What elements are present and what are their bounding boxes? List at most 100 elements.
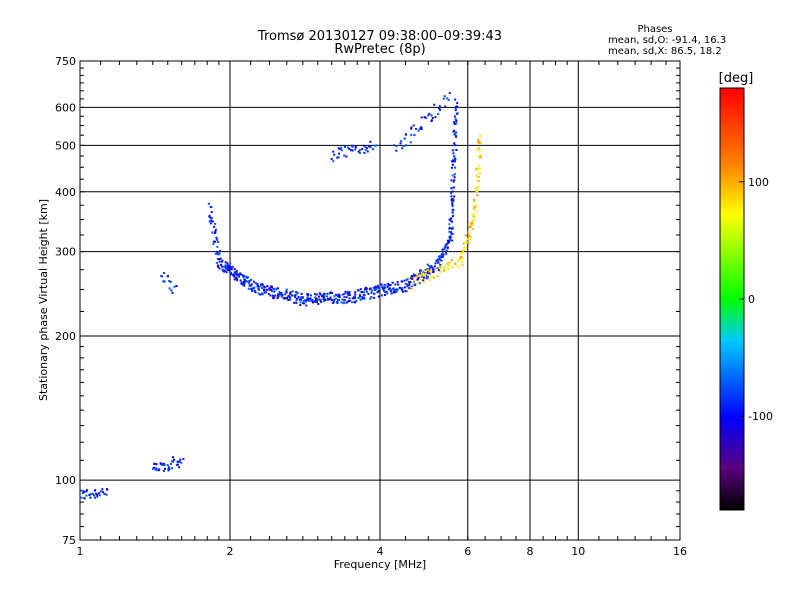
echo-point-o	[418, 282, 421, 285]
echo-point-x	[473, 206, 476, 209]
echo-point-o	[341, 298, 344, 301]
echo-point-o	[439, 255, 442, 258]
echo-point-o	[450, 195, 453, 198]
echo-point-x	[430, 275, 433, 278]
echo-point-o	[167, 466, 170, 469]
echo-point-o	[85, 489, 88, 492]
echo-point-x	[424, 272, 427, 275]
echo-point-o	[261, 283, 264, 286]
echo-point-o	[315, 297, 318, 300]
echo-point-o	[357, 150, 360, 153]
echo-point-o	[453, 179, 456, 182]
echo-point-x	[424, 270, 427, 273]
echo-point-x	[420, 274, 423, 277]
echo-point-o	[290, 294, 293, 297]
echo-point-o	[407, 284, 410, 287]
echo-point-o	[160, 274, 163, 277]
echo-point-o	[351, 297, 354, 300]
echo-point-o	[163, 464, 166, 467]
echo-point-o	[371, 289, 374, 292]
echo-point-o	[171, 467, 174, 470]
echo-point-x	[465, 239, 468, 242]
echo-point-o	[350, 301, 353, 304]
echo-point-o	[159, 463, 162, 466]
echo-point-o	[264, 291, 267, 294]
echo-point-x	[463, 249, 466, 252]
echo-point-o	[335, 293, 338, 296]
echo-point-o	[83, 497, 86, 500]
echo-point-o	[217, 240, 220, 243]
echo-point-o	[246, 277, 249, 280]
echo-point-o	[454, 166, 457, 169]
echo-point-o	[346, 291, 349, 294]
echo-point-o	[251, 287, 254, 290]
echo-point-o	[254, 291, 257, 294]
echo-point-o	[354, 293, 357, 296]
echo-point-x	[446, 266, 449, 269]
echo-point-x	[465, 241, 468, 244]
echo-point-o	[377, 295, 380, 298]
echo-point-o	[340, 149, 343, 152]
echo-point-o	[452, 199, 455, 202]
echo-point-o	[106, 488, 109, 491]
echo-point-o	[250, 278, 253, 281]
echo-point-o	[287, 294, 290, 297]
echo-point-x	[434, 268, 437, 271]
phase-stats-heading: Phases	[637, 24, 672, 35]
echo-point-o	[440, 253, 443, 256]
echo-point-o	[167, 469, 170, 472]
echo-point-o	[456, 102, 459, 105]
echo-point-o	[276, 297, 279, 300]
echo-point-o	[427, 272, 430, 275]
echo-point-o	[101, 488, 104, 491]
echo-point-o	[367, 292, 370, 295]
echo-point-o	[390, 289, 393, 292]
echo-point-x	[472, 204, 475, 207]
echo-point-o	[208, 214, 211, 217]
echo-point-x	[479, 134, 482, 137]
echo-point-o	[322, 298, 325, 301]
echo-point-o	[233, 273, 236, 276]
echo-point-o	[152, 467, 155, 470]
echo-point-o	[216, 258, 219, 261]
echo-point-o	[302, 302, 305, 305]
echo-point-x	[426, 268, 429, 271]
echo-point-o	[179, 458, 182, 461]
x-tick-label: 10	[571, 545, 585, 558]
echo-point-o	[366, 150, 369, 153]
y-tick-labels: 75 100 200 300 400 500 600 750	[55, 55, 76, 547]
echo-point-o	[271, 290, 274, 293]
echo-point-o	[262, 288, 265, 291]
echo-point-o	[253, 289, 256, 292]
echo-point-o	[265, 289, 268, 292]
echo-point-o	[299, 298, 302, 301]
echo-point-o	[249, 284, 252, 287]
echo-point-o	[318, 292, 321, 295]
echo-point-o	[337, 156, 340, 159]
echo-point-o	[233, 271, 236, 274]
echo-point-o	[358, 294, 361, 297]
echo-point-x	[432, 275, 435, 278]
y-tick-label: 300	[55, 246, 76, 259]
echo-point-o	[221, 268, 224, 271]
echo-point-o	[332, 301, 335, 304]
echo-point-o	[408, 287, 411, 290]
echo-point-o	[396, 281, 399, 284]
echo-point-o	[444, 251, 447, 254]
echo-point-o	[170, 289, 173, 292]
echo-point-o	[401, 147, 404, 150]
echo-point-o	[448, 226, 451, 229]
echo-point-o	[102, 491, 105, 494]
echo-point-o	[283, 297, 286, 300]
echo-point-o	[425, 274, 428, 277]
echo-point-o	[330, 158, 333, 161]
echo-point-o	[410, 133, 413, 136]
echo-point-o	[410, 274, 413, 277]
echo-point-o	[414, 283, 417, 286]
echo-point-o	[96, 493, 99, 496]
echo-point-o	[386, 285, 389, 288]
y-tick-label: 100	[55, 474, 76, 487]
echo-point-o	[420, 126, 423, 129]
echo-point-o	[348, 147, 351, 150]
echo-point-o	[442, 253, 445, 256]
